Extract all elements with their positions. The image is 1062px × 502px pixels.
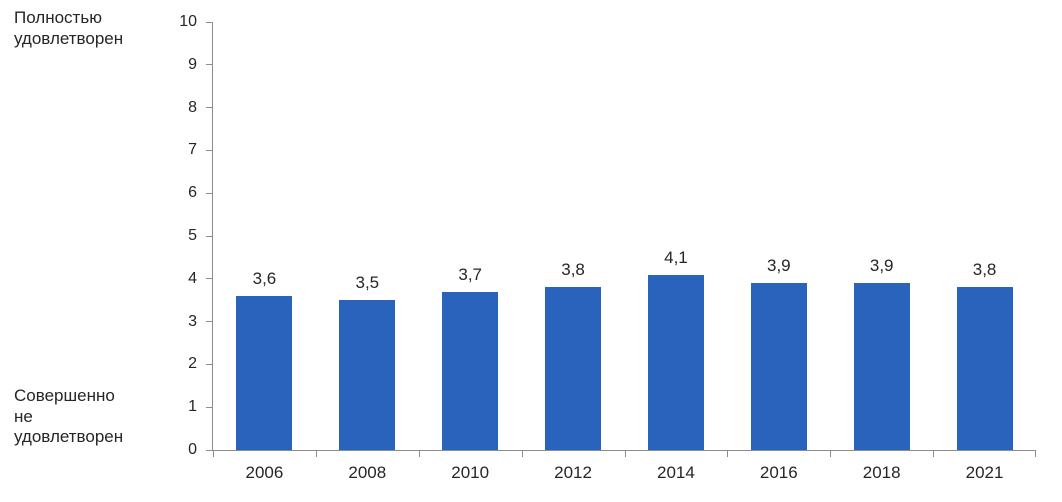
y-axis-tick-9 <box>206 64 213 66</box>
y-axis-tick-label-1: 1 <box>188 398 197 416</box>
x-axis-category-label-2021: 2021 <box>965 463 1004 482</box>
bar-2006 <box>236 295 293 450</box>
y-axis-tick-label-0: 0 <box>188 441 197 458</box>
bar-value-label-2006: 3,6 <box>252 268 277 288</box>
bar-2021 <box>956 287 1013 450</box>
plot-area: 0 1 2 3 4 5 6 7 8 9 10 3,6 2006 3,5 2008 3,7 2010 3,8 2012… <box>179 13 1036 482</box>
x-axis-category-label-2018: 2018 <box>862 463 901 482</box>
y-axis-tick-label-2: 2 <box>188 355 197 373</box>
x-axis-category-label-2006: 2006 <box>245 463 284 482</box>
y-axis-tick-4 <box>206 278 213 280</box>
y-axis-tick-label-8: 8 <box>188 98 197 116</box>
bar-2010 <box>442 291 499 450</box>
x-axis-tick-0 <box>213 451 214 457</box>
y-axis-tick-label-6: 6 <box>188 184 197 202</box>
x-axis-tick-5 <box>727 451 728 457</box>
x-axis-category-label-2014: 2014 <box>657 463 695 482</box>
y-axis-top-label: Полностью удовлетворен <box>14 8 124 48</box>
bar-value-label-2016: 3,9 <box>766 256 791 276</box>
y-axis-tick-3 <box>206 321 213 323</box>
y-axis-tick-6 <box>206 192 213 194</box>
x-axis-category-label-2012: 2012 <box>554 463 592 482</box>
x-axis-tick-3 <box>522 451 523 457</box>
y-axis-tick-label-4: 4 <box>188 269 197 287</box>
bar-2016 <box>750 283 807 450</box>
y-axis-tick-label-10: 10 <box>179 13 197 30</box>
y-axis-tick-8 <box>206 107 213 109</box>
bar-value-label-2010: 3,7 <box>458 264 482 284</box>
bar-2014 <box>647 274 704 450</box>
x-axis-tick-1 <box>316 451 317 457</box>
bar-2018 <box>853 283 910 450</box>
x-axis-category-label-2016: 2016 <box>759 463 798 482</box>
y-axis-tick-label-3: 3 <box>188 312 197 330</box>
x-axis-tick-4 <box>625 451 626 457</box>
y-axis-tick-10 <box>206 21 213 23</box>
bar-value-label-2014: 4,1 <box>664 247 688 267</box>
x-axis-tick-8 <box>1035 451 1036 457</box>
y-axis-tick-1 <box>206 406 213 408</box>
y-axis-tick-label-7: 7 <box>188 141 197 159</box>
bar-value-label-2012: 3,8 <box>561 260 585 280</box>
x-axis-tick-7 <box>933 451 934 457</box>
y-axis-tick-label-9: 9 <box>188 55 197 73</box>
y-axis-tick-0 <box>206 449 213 451</box>
y-axis-tick-2 <box>206 363 213 365</box>
y-axis-tick-7 <box>206 149 213 151</box>
y-axis-bottom-label: Совершенно не удовлетворен <box>14 386 124 447</box>
bar-value-label-2008: 3,5 <box>355 273 380 293</box>
x-axis-tick-6 <box>830 451 831 457</box>
y-axis-tick-label-5: 5 <box>188 227 197 244</box>
x-axis-category-label-2010: 2010 <box>451 463 490 482</box>
bar-value-label-2018: 3,9 <box>869 256 894 276</box>
bar-value-label-2021: 3,8 <box>972 260 997 280</box>
x-axis-category-label-2008: 2008 <box>348 463 387 482</box>
y-axis-tick-5 <box>206 235 213 237</box>
bar-2008 <box>339 300 396 450</box>
bar-2012 <box>545 287 602 450</box>
x-axis-tick-2 <box>419 451 420 457</box>
